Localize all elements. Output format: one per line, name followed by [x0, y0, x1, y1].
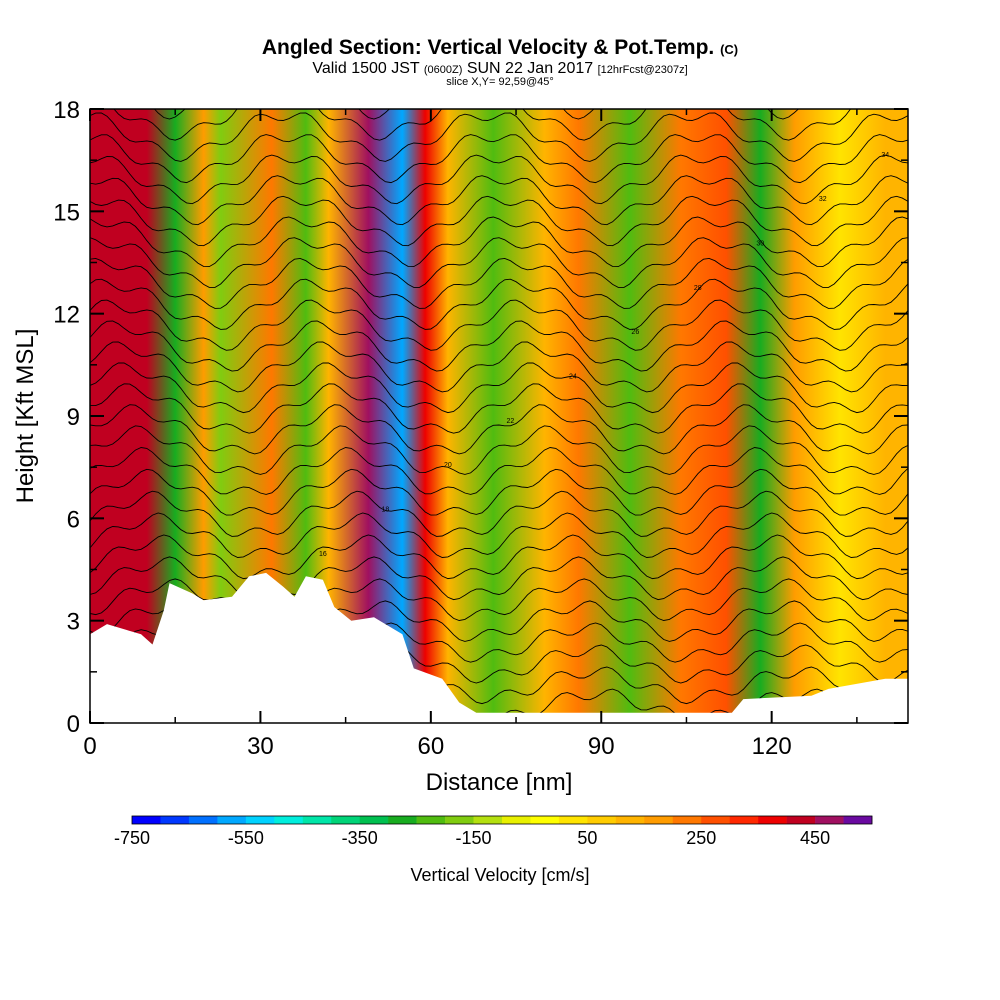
- isentrope-line: [90, 278, 908, 330]
- isentrope-line: [90, 404, 908, 455]
- y-axis-label: Height [Kft MSL]: [12, 329, 39, 504]
- isentrope-line: [90, 425, 908, 475]
- chart-title: Angled Section: Vertical Velocity & Pot.…: [0, 36, 1000, 62]
- colorbar-swatch: [615, 816, 645, 824]
- colorbar-swatch: [359, 816, 389, 824]
- colorbar-tick-label: 250: [686, 828, 716, 848]
- colorbar-swatch: [701, 816, 730, 824]
- colorbar-frame: [131, 815, 873, 825]
- chart-title-main: Angled Section: Vertical Velocity & Pot.…: [261, 36, 715, 59]
- isentrope-line: [90, 112, 908, 162]
- contour-label: 26: [631, 329, 639, 336]
- colorbar-swatch: [302, 816, 332, 824]
- colorbar-swatch: [217, 816, 247, 824]
- isentrope-line: [90, 447, 908, 495]
- y-tick-label: 15: [53, 199, 80, 226]
- y-tick-label: 12: [53, 302, 80, 329]
- isentrope-line: [90, 490, 908, 537]
- colorbar-swatch: [758, 816, 787, 824]
- colorbar-swatch: [245, 816, 275, 824]
- isentrope-line: [90, 320, 908, 372]
- colorbar-swatch: [729, 816, 759, 824]
- colorbar-swatch: [473, 816, 503, 824]
- colorbar-swatch: [188, 816, 218, 824]
- x-axis-label: Distance [nm]: [426, 769, 573, 796]
- contour-label: 20: [444, 462, 452, 469]
- colorbar-swatch: [558, 816, 588, 824]
- colorbar-swatch: [672, 816, 702, 824]
- y-tick-label: 18: [53, 97, 80, 124]
- isentrope-line: [90, 175, 908, 226]
- valid-prefix: Valid 1500 JST: [312, 60, 420, 77]
- x-tick-label: 30: [247, 733, 274, 760]
- isentrope-line: [90, 237, 908, 288]
- isentrope-line: [90, 512, 908, 558]
- chart-title-unit: (C): [720, 42, 739, 57]
- valid-date: SUN 22 Jan 2017: [466, 60, 594, 77]
- colorbar-label: Vertical Velocity [cm/s]: [410, 865, 589, 885]
- y-axis: 0 3 6 9 12 15 18: [53, 97, 908, 738]
- velocity-field: 10121416182022242628303234: [90, 109, 908, 723]
- colorbar-swatch: [416, 816, 446, 824]
- isentrope-line: [90, 556, 908, 601]
- contour-label: 18: [381, 507, 389, 514]
- isentrope-line: [90, 195, 908, 247]
- terrain-mask: [90, 572, 908, 723]
- isentrope-line: [90, 299, 908, 351]
- isentrope-line: [90, 216, 908, 268]
- isentrope-line: [90, 257, 908, 309]
- colorbar-tick-label: -750: [114, 828, 150, 848]
- colorbar-swatch: [160, 816, 190, 824]
- colorbar-tick-label: 50: [577, 828, 597, 848]
- valid-forecast: [12hrFcst@2307z]: [597, 64, 688, 76]
- isentrope-line: [113, 109, 852, 141]
- contour-label: 22: [506, 418, 514, 425]
- colorbar-swatch: [132, 816, 161, 824]
- colorbar-swatch: [644, 816, 674, 824]
- valid-zulu: (0600Z): [423, 64, 463, 76]
- x-tick-label: 90: [588, 733, 615, 760]
- contour-label: 28: [694, 285, 702, 292]
- y-tick-label: 0: [67, 711, 80, 738]
- isentrope-line: [90, 341, 908, 393]
- x-axis: 0 30 60 90 120: [83, 109, 858, 760]
- colorbar-tick-label: 450: [800, 828, 830, 848]
- contour-label: 16: [319, 551, 327, 558]
- colorbar-swatch: [445, 816, 474, 824]
- chart-title-block: Angled Section: Vertical Velocity & Pot.…: [0, 36, 1000, 88]
- colorbar-swatch: [843, 816, 873, 824]
- chart-slice-info: slice X,Y= 92,59@45°: [446, 76, 554, 88]
- colorbar-tick-label: -550: [228, 828, 264, 848]
- y-tick-label: 6: [67, 506, 80, 533]
- y-tick-label: 3: [67, 609, 80, 636]
- colorbar-swatch: [815, 816, 844, 824]
- colorbar-tick-label: -150: [456, 828, 492, 848]
- colorbar: -750 -550 -350 -150 50 250 450: [114, 815, 873, 848]
- isentrope-line: [90, 134, 908, 184]
- contour-label: 34: [881, 152, 889, 159]
- colorbar-swatch: [388, 816, 417, 824]
- x-tick-label: 0: [83, 733, 96, 760]
- isentrope-line: [90, 534, 908, 580]
- chart-valid-time: Valid 1500 JST (0600Z) SUN 22 Jan 2017 […: [0, 60, 1000, 77]
- y-tick-label: 9: [67, 404, 80, 431]
- colorbar-swatch: [331, 816, 360, 824]
- isentrope-line: [90, 362, 908, 414]
- isentrope-line: [90, 383, 908, 434]
- colorbar-swatch: [530, 816, 560, 824]
- contour-label: 30: [756, 240, 764, 247]
- colorbar-swatch: [502, 816, 531, 824]
- x-tick-label: 60: [417, 733, 444, 760]
- colorbar-swatch: [786, 816, 816, 824]
- contour-label: 24: [569, 373, 577, 380]
- colorbar-swatch: [274, 816, 304, 824]
- isentrope-line: [90, 468, 908, 516]
- x-tick-label: 120: [752, 733, 792, 760]
- isentrope-line: [90, 154, 908, 205]
- contour-label: 32: [819, 196, 827, 203]
- colorbar-tick-label: -350: [342, 828, 378, 848]
- colorbar-swatch: [587, 816, 617, 824]
